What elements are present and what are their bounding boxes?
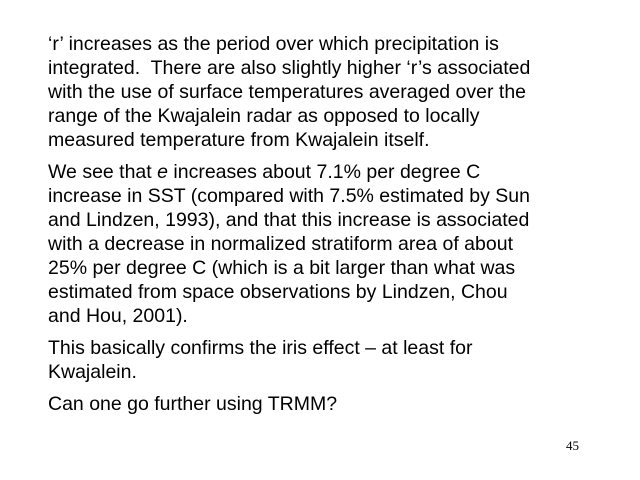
- text-line: with the use of surface temperatures ave…: [48, 81, 527, 103]
- paragraph: We see that e increases about 7.1% per d…: [48, 160, 608, 328]
- text-line: with a decrease in normalized stratiform…: [48, 233, 513, 255]
- italic-symbol: e: [157, 161, 168, 183]
- text-line: range of the Kwajalein radar as opposed …: [48, 105, 480, 127]
- text-line: and Hou, 2001).: [48, 305, 188, 327]
- text-line: integrated. There are also slightly high…: [48, 57, 531, 79]
- text-line: Kwajalein.: [48, 361, 137, 383]
- text-line: increase in SST (compared with 7.5% esti…: [48, 185, 530, 207]
- text-segment: We see that: [48, 161, 158, 183]
- page-number: 45: [566, 438, 579, 453]
- text-line: and Lindzen, 1993), and that this increa…: [48, 209, 530, 231]
- text-line: ‘r’ increases as the period over which p…: [48, 33, 499, 55]
- paragraph: This basically confirms the iris effect …: [48, 336, 608, 384]
- text-line: Can one go further using TRMM?: [48, 393, 338, 415]
- paragraph: ‘r’ increases as the period over which p…: [48, 32, 608, 152]
- text-line: This basically confirms the iris effect …: [48, 337, 473, 359]
- text-line: estimated from space observations by Lin…: [48, 281, 508, 303]
- slide-body: ‘r’ increases as the period over which p…: [48, 32, 608, 424]
- text-line: We see that e increases about 7.1% per d…: [48, 160, 608, 184]
- text-segment: increases about 7.1% per degree C: [167, 161, 481, 183]
- text-line: measured temperature from Kwajalein itse…: [48, 129, 430, 151]
- text-line: 25% per degree C (which is a bit larger …: [48, 257, 516, 279]
- paragraph: Can one go further using TRMM?: [48, 392, 608, 416]
